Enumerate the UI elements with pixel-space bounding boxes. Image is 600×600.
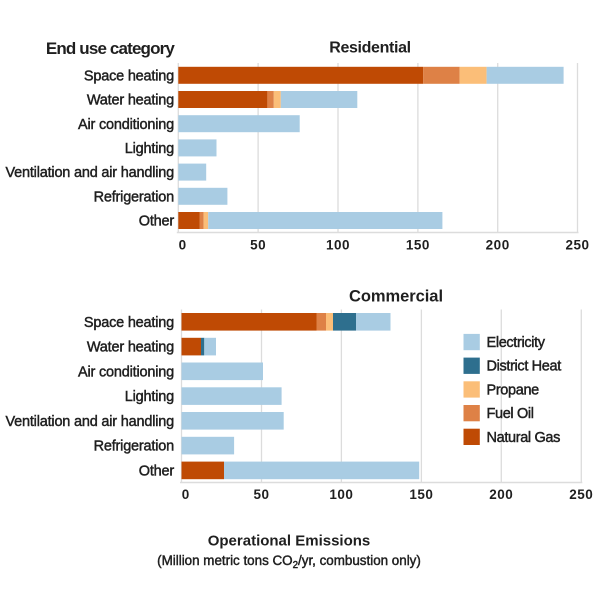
svg-text:Refrigeration: Refrigeration bbox=[94, 439, 175, 455]
svg-text:Commercial: Commercial bbox=[349, 288, 443, 306]
svg-text:250: 250 bbox=[565, 237, 589, 252]
svg-text:Propane: Propane bbox=[487, 382, 540, 398]
svg-text:200: 200 bbox=[486, 237, 510, 252]
svg-text:Fuel Oil: Fuel Oil bbox=[487, 406, 534, 422]
svg-text:Electricity: Electricity bbox=[487, 335, 546, 351]
svg-text:150: 150 bbox=[406, 237, 430, 252]
svg-text:200: 200 bbox=[489, 487, 513, 502]
svg-text:District Heat: District Heat bbox=[487, 359, 562, 375]
svg-text:50: 50 bbox=[253, 487, 269, 502]
svg-text:Natural Gas: Natural Gas bbox=[487, 430, 561, 446]
svg-text:Other: Other bbox=[139, 214, 175, 230]
svg-text:Other: Other bbox=[139, 464, 175, 480]
svg-text:Lighting: Lighting bbox=[125, 141, 174, 157]
svg-text:250: 250 bbox=[569, 487, 593, 502]
svg-text:Lighting: Lighting bbox=[125, 389, 174, 405]
svg-text:(Million metric tons CO2/yr, c: (Million metric tons CO2/yr, combustion … bbox=[157, 553, 421, 571]
svg-text:Residential: Residential bbox=[329, 40, 411, 57]
svg-text:100: 100 bbox=[326, 237, 350, 252]
svg-text:Water heating: Water heating bbox=[87, 93, 174, 109]
svg-text:100: 100 bbox=[329, 487, 353, 502]
svg-text:Water heating: Water heating bbox=[87, 340, 174, 356]
svg-text:Air conditioning: Air conditioning bbox=[78, 117, 174, 133]
svg-text:End use category: End use category bbox=[46, 39, 176, 58]
svg-text:Refrigeration: Refrigeration bbox=[94, 189, 175, 205]
svg-text:Space heating: Space heating bbox=[84, 68, 174, 84]
svg-text:Ventilation and air handling: Ventilation and air handling bbox=[5, 165, 174, 181]
svg-text:Space heating: Space heating bbox=[84, 315, 174, 331]
svg-text:50: 50 bbox=[250, 237, 266, 252]
svg-text:0: 0 bbox=[182, 487, 190, 502]
svg-text:Operational Emissions: Operational Emissions bbox=[208, 532, 371, 549]
svg-text:Ventilation and air handling: Ventilation and air handling bbox=[5, 414, 174, 430]
svg-text:150: 150 bbox=[409, 487, 433, 502]
svg-text:Air conditioning: Air conditioning bbox=[78, 364, 174, 380]
svg-text:0: 0 bbox=[179, 237, 187, 252]
